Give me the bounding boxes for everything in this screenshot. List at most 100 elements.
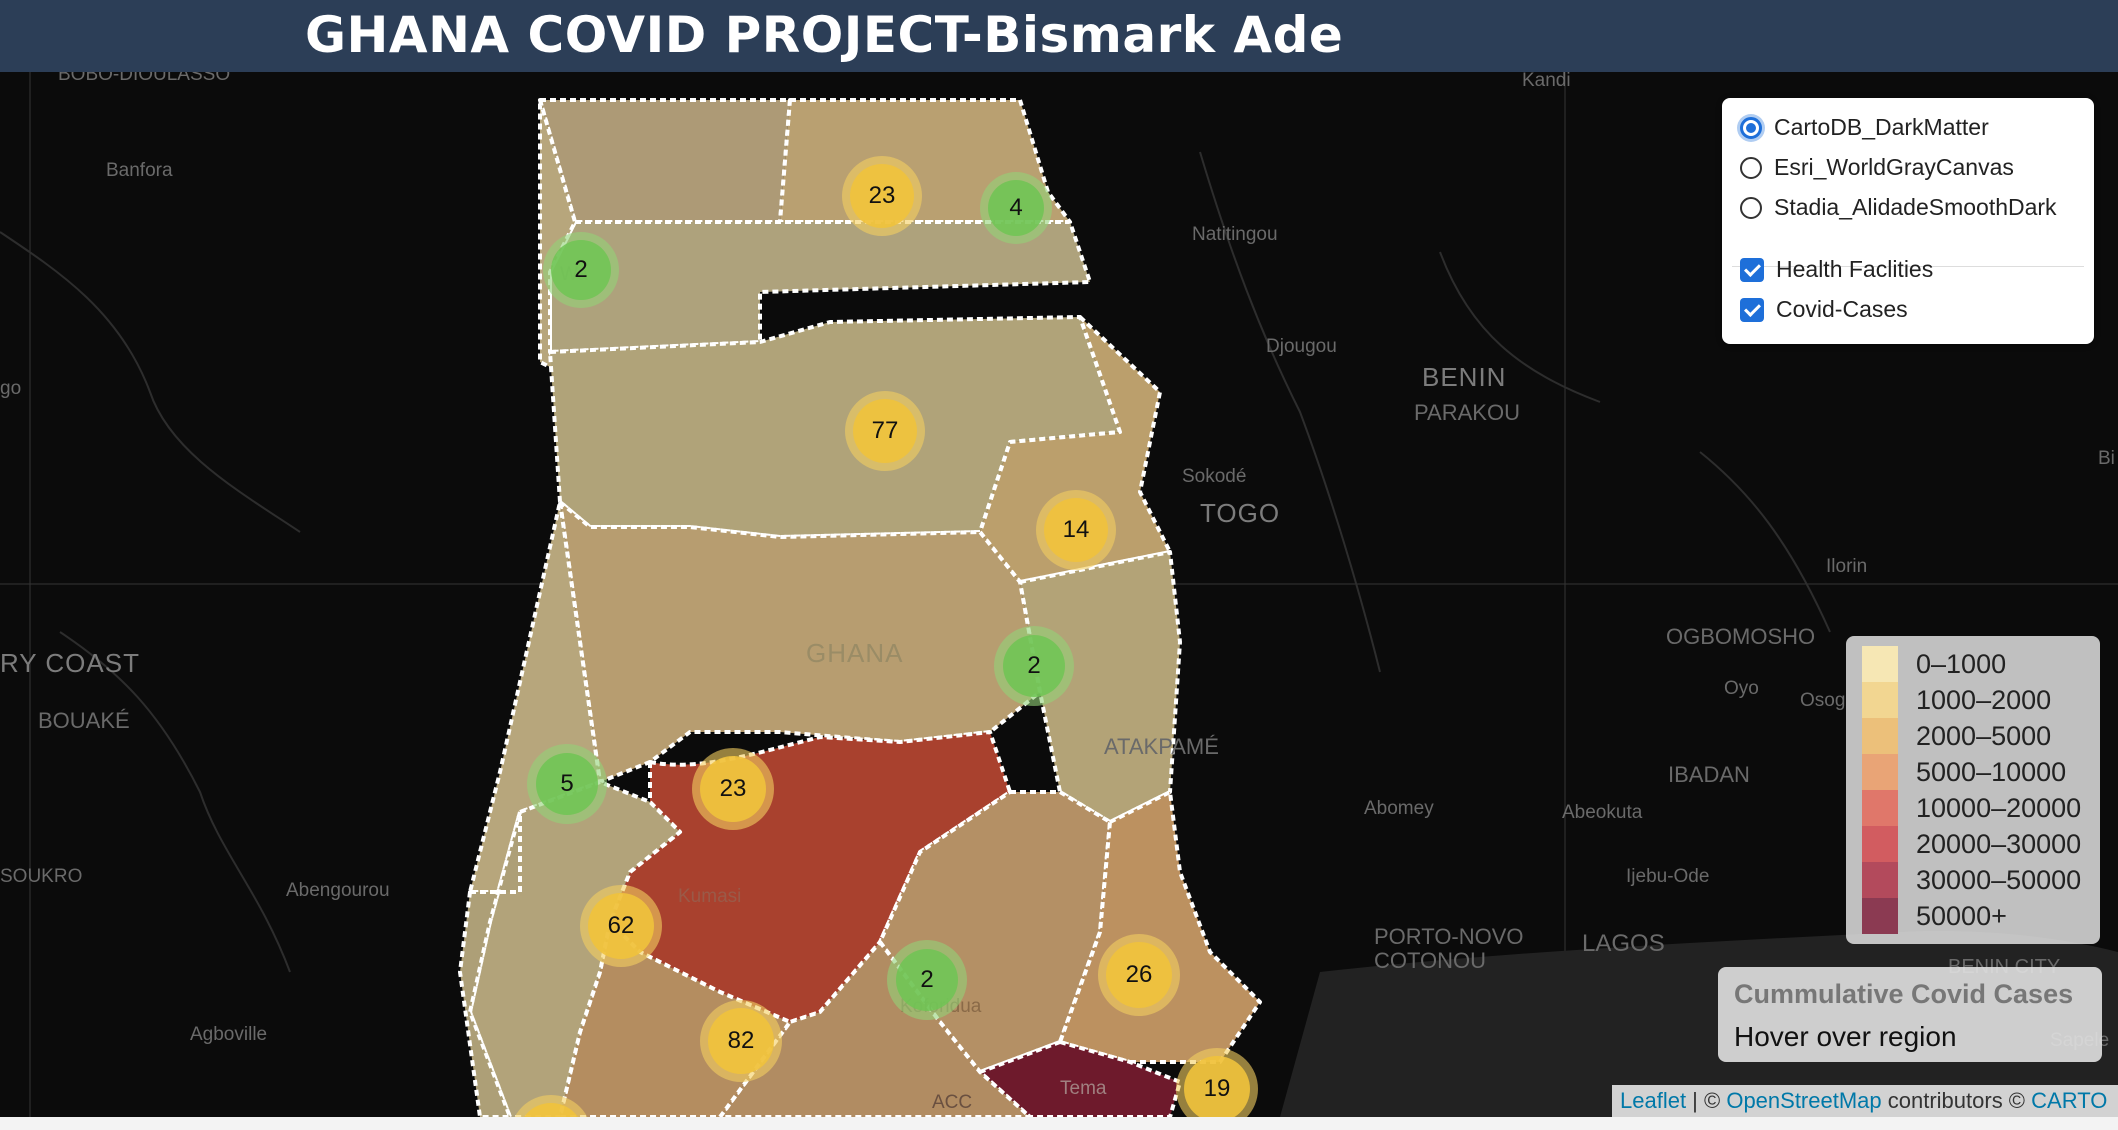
legend-swatch — [1862, 718, 1898, 754]
legend-item: 10000–20000 — [1862, 790, 2081, 826]
cluster-count: 62 — [588, 893, 654, 959]
osm-link[interactable]: OpenStreetMap — [1726, 1088, 1882, 1113]
legend-label: 50000+ — [1916, 900, 2007, 931]
place-label: PARAKOU — [1414, 400, 1520, 425]
overlay-health-facilities[interactable]: Health Faclities — [1740, 256, 1933, 283]
baselayer-cartodb-darkmatter[interactable]: CartoDB_DarkMatter — [1740, 114, 1989, 141]
place-label: ATAKPAMÉ — [1104, 734, 1219, 759]
cluster-marker[interactable]: 4 — [980, 172, 1052, 244]
legend-label: 1000–2000 — [1916, 684, 2052, 715]
place-label: BOBO-DIOULASSO — [58, 72, 231, 85]
radio-unselected[interactable] — [1740, 196, 1762, 219]
info-panel: Cummulative Covid Cases Hover over regio… — [1718, 967, 2102, 1062]
cluster-marker[interactable]: 82 — [700, 1000, 782, 1082]
legend-swatch — [1862, 826, 1898, 862]
overlay-label: Covid-Cases — [1776, 296, 1908, 322]
page-bottom-strip — [0, 1117, 2118, 1130]
cluster-marker[interactable]: 5 — [527, 744, 607, 824]
place-label: Tema — [1060, 1078, 1107, 1099]
page-title: GHANA COVID PROJECT-Bismark Ade — [305, 6, 1344, 64]
place-label: Abengourou — [286, 880, 390, 901]
place-label: Kandi — [1522, 72, 1571, 91]
legend-swatch — [1862, 754, 1898, 790]
place-label: OGBOMOSHO — [1666, 624, 1816, 649]
cluster-count: 23 — [700, 756, 766, 822]
cluster-count: 2 — [896, 949, 958, 1011]
legend-item: 5000–10000 — [1862, 754, 2066, 790]
carto-link[interactable]: CARTO — [2031, 1088, 2108, 1113]
legend-item: 50000+ — [1862, 898, 2007, 934]
place-label: LAGOS — [1582, 930, 1665, 957]
layers-control: CartoDB_DarkMatter Esri_WorldGrayCanvas … — [1722, 98, 2094, 344]
cluster-count: 23 — [850, 164, 914, 228]
cluster-marker[interactable]: 2 — [887, 940, 967, 1020]
cluster-count: 2 — [1003, 635, 1065, 697]
info-title: Cummulative Covid Cases — [1734, 979, 2074, 1009]
checkbox-checked[interactable] — [1740, 257, 1764, 282]
baselayer-label: Stadia_AlidadeSmoothDark — [1774, 194, 2057, 220]
cluster-marker[interactable]: 2 — [543, 232, 619, 308]
place-label: PORTO-NOVO — [1374, 924, 1524, 949]
overlay-label: Health Faclities — [1776, 256, 1934, 282]
radio-unselected[interactable] — [1740, 156, 1762, 179]
baselayer-stadia-alidadesmoothdark[interactable]: Stadia_AlidadeSmoothDark — [1740, 194, 2057, 221]
cluster-marker[interactable]: 77 — [845, 391, 925, 471]
place-label: Natitingou — [1192, 224, 1278, 245]
legend-label: 30000–50000 — [1916, 864, 2082, 895]
map-attribution: Leaflet | © OpenStreetMap contributors ©… — [1612, 1085, 2118, 1117]
attribution-text: contributors © — [1881, 1088, 2032, 1113]
baselayer-esri-worldgraycanvas[interactable]: Esri_WorldGrayCanvas — [1740, 154, 2014, 181]
cluster-marker[interactable]: 23 — [842, 156, 922, 236]
cluster-marker[interactable]: 2 — [994, 626, 1074, 706]
cluster-marker[interactable]: 16 — [510, 1095, 592, 1117]
country-label: BENIN — [1422, 362, 1507, 392]
place-label: Ilorin — [1826, 556, 1868, 577]
cluster-count: 4 — [988, 180, 1044, 236]
country-label: TOGO — [1200, 498, 1281, 528]
place-label: Banfora — [106, 160, 173, 181]
legend-label: 0–1000 — [1916, 648, 2007, 679]
place-label: Sokodé — [1182, 466, 1247, 487]
country-label: RY COAST — [0, 648, 140, 678]
place-label: Osog — [1800, 690, 1846, 711]
place-label: Abomey — [1364, 798, 1434, 819]
checkbox-checked[interactable] — [1740, 297, 1764, 322]
cluster-count: 5 — [536, 753, 598, 815]
cluster-marker[interactable]: 19 — [1176, 1048, 1258, 1117]
legend-item: 30000–50000 — [1862, 862, 2081, 898]
place-label: ACC — [932, 1092, 973, 1113]
map-container[interactable]: BOBO-DIOULASSO Banfora Kandi Natitingou … — [0, 72, 2118, 1117]
radio-selected[interactable] — [1740, 116, 1762, 139]
cluster-marker[interactable]: 23 — [692, 748, 774, 830]
place-label: Djougou — [1266, 336, 1337, 357]
legend-swatch — [1862, 790, 1898, 826]
cluster-marker[interactable]: 26 — [1098, 934, 1180, 1016]
cluster-marker[interactable]: 62 — [580, 885, 662, 967]
legend-item: 1000–2000 — [1862, 682, 2051, 718]
cluster-count: 82 — [708, 1008, 774, 1074]
map-base — [0, 72, 2118, 1117]
baselayer-label: CartoDB_DarkMatter — [1774, 114, 1989, 140]
place-label: COTONOU — [1374, 948, 1487, 973]
legend: 0–1000 1000–2000 2000–5000 5000–10000 10… — [1846, 636, 2100, 944]
attribution-sep: | © — [1686, 1088, 1727, 1113]
place-label: Bi — [2098, 448, 2115, 469]
legend-item: 20000–30000 — [1862, 826, 2081, 862]
place-label: SOUKRO — [0, 866, 83, 887]
legend-item: 2000–5000 — [1862, 718, 2051, 754]
header-bar: GHANA COVID PROJECT-Bismark Ade — [0, 0, 2118, 72]
overlay-covid-cases[interactable]: Covid-Cases — [1740, 296, 1908, 323]
country-label: GHANA — [806, 638, 904, 668]
place-label: Agboville — [190, 1024, 268, 1045]
place-label: Kumasi — [678, 886, 742, 907]
cluster-count: 2 — [551, 240, 611, 300]
cluster-count: 26 — [1106, 942, 1172, 1008]
cluster-count: 77 — [853, 399, 917, 463]
place-label: BOUAKÉ — [38, 708, 130, 733]
leaflet-link[interactable]: Leaflet — [1620, 1088, 1687, 1113]
cluster-marker[interactable]: 14 — [1036, 490, 1116, 570]
cluster-count: 19 — [1184, 1056, 1250, 1117]
place-label: Oyo — [1724, 678, 1759, 699]
layers-separator — [1732, 266, 2084, 267]
place-label: IBADAN — [1668, 762, 1750, 787]
